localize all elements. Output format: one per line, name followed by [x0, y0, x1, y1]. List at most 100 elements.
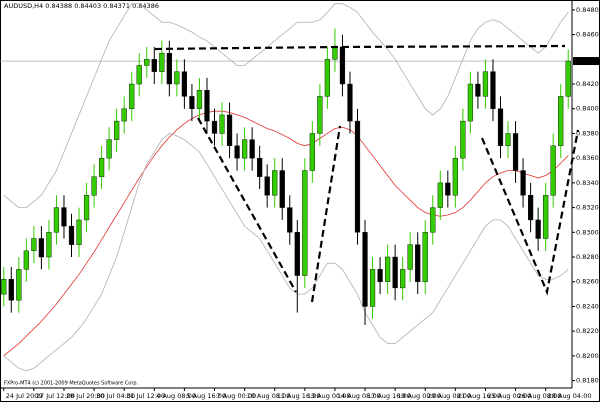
candle-body: [1, 279, 7, 295]
neckline: [154, 44, 566, 51]
candle-body: [294, 232, 300, 276]
candle-body: [369, 269, 376, 307]
x-tick-label: 17 Aug 16:00: [367, 392, 411, 400]
x-tick-label: 19 Aug 00:00: [397, 392, 441, 400]
candle-body: [392, 256, 398, 289]
candle-body: [460, 120, 466, 159]
candle-body: [189, 96, 195, 109]
price-label: 0.84386: [574, 57, 600, 65]
candle-body: [422, 232, 428, 282]
annotations: [154, 44, 580, 303]
x-tick-label: 24 Jul 2009: [6, 392, 43, 400]
indicator-line: [3, 133, 569, 372]
candle-body: [279, 170, 285, 208]
x-tick-label: 28 Jul 20:00: [66, 392, 105, 400]
trend-line: [197, 117, 297, 293]
chart-title: AUDUSD,H4 0.84388 0.84403 0.84371 0.8438…: [4, 2, 159, 10]
x-tick-label: 13 Aug 00:00: [307, 392, 351, 400]
candle-body: [520, 170, 526, 196]
candle-body: [497, 108, 504, 147]
candle-body: [181, 71, 188, 97]
candle-body: [23, 250, 29, 270]
indicator-line: [3, 110, 569, 357]
candle-body: [347, 83, 353, 122]
candle-body: [264, 176, 270, 196]
candle-body: [558, 96, 564, 147]
candle-body: [309, 133, 315, 171]
candle-body: [144, 59, 150, 66]
candle-body: [151, 59, 157, 72]
candle-body: [302, 170, 308, 276]
x-tick-label: 5 Aug 16:00: [186, 392, 226, 400]
candle-body: [136, 65, 142, 85]
candle-body: [234, 145, 240, 159]
x-tick-label: 10 Aug 08:00: [247, 392, 291, 400]
y-tick-label: 0.84800: [576, 6, 600, 14]
candle-body: [475, 83, 481, 97]
x-tick-label: 30 Jul 04:00: [96, 392, 135, 400]
trend-line: [310, 125, 342, 303]
price-box: [573, 57, 600, 66]
candle-body: [407, 244, 413, 270]
candle-body: [53, 207, 60, 233]
candle-body: [219, 114, 225, 134]
candle-body: [8, 279, 14, 301]
candle-body: [31, 238, 37, 252]
candle-body: [106, 139, 112, 159]
footer: FXPro-MT4 (c) 2001-2009 MetaQuotes Softw…: [4, 381, 139, 387]
candle-body: [121, 108, 127, 122]
candle-body: [384, 256, 391, 282]
candle-body: [76, 219, 82, 245]
x-tick-label: 28 Aug 04:00: [548, 392, 592, 400]
x-tick-label: 21 Aug 16:00: [457, 392, 501, 400]
candle-body: [415, 244, 421, 282]
candle-body: [482, 71, 489, 97]
x-tick-label: 31 Jul 12:00: [126, 392, 165, 400]
candle-body: [505, 133, 511, 147]
candle-body: [196, 90, 203, 109]
candle-body: [565, 60, 571, 97]
candle-body: [535, 219, 541, 239]
x-tick-label: 7 Aug 00:00: [217, 392, 257, 400]
candle-body: [332, 46, 338, 60]
x-tick-label: 14 Aug 08:00: [337, 392, 381, 400]
x-tick-label: 4 Aug 08:00: [156, 392, 196, 400]
candle-body: [445, 182, 451, 196]
candle-body: [512, 133, 519, 171]
candle-body: [317, 96, 323, 134]
candle-body: [452, 157, 458, 196]
candle-body: [61, 207, 67, 227]
candle-body: [490, 71, 496, 109]
candle-body: [204, 90, 210, 122]
candle-body: [362, 232, 368, 307]
candle-body: [400, 269, 406, 289]
trend-line: [480, 129, 580, 296]
candle-body: [16, 269, 22, 301]
candle-body: [467, 83, 474, 122]
candle-body: [430, 207, 436, 233]
candle-body: [249, 139, 255, 159]
candle-body: [174, 71, 180, 85]
candle-body: [339, 46, 346, 85]
candle-body: [543, 195, 549, 239]
candle-body: [68, 225, 75, 245]
candle-body: [354, 120, 361, 233]
candle-body: [437, 182, 443, 208]
candle-body: [91, 176, 97, 196]
candle-body: [257, 157, 263, 177]
candle-body: [211, 120, 218, 134]
candle-body: [129, 83, 135, 109]
x-tick-label: 20 Aug 08:00: [427, 392, 471, 400]
candle-body: [287, 207, 293, 233]
